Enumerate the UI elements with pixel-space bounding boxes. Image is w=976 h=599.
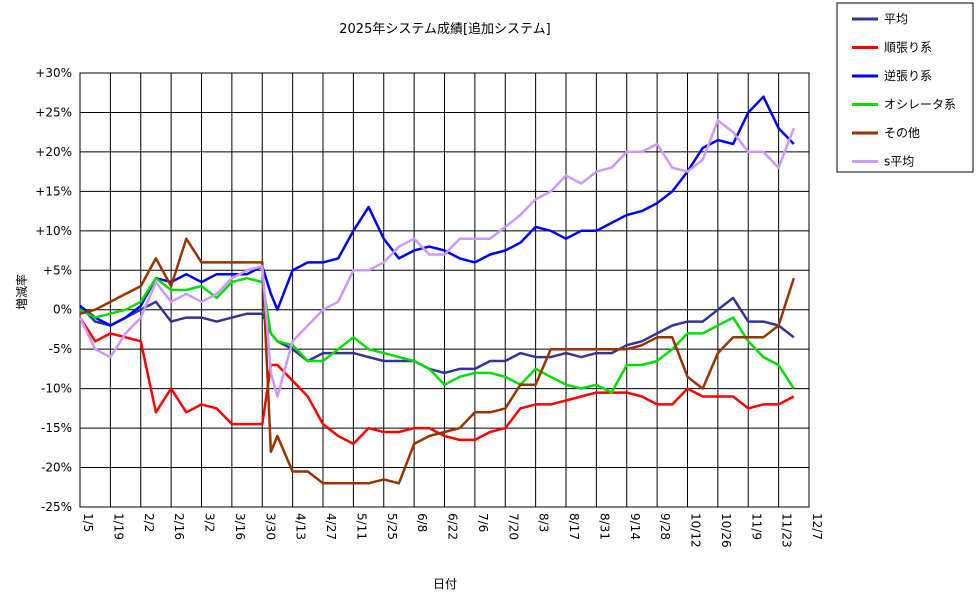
- x-tick-label: 3/30: [263, 513, 277, 540]
- x-tick-label: 9/28: [658, 513, 672, 540]
- x-tick-label: 2/2: [142, 513, 156, 532]
- series-line-3: [79, 95, 795, 327]
- vertical-gridlines: [79, 73, 810, 507]
- y-tick-label: +15%: [35, 184, 72, 198]
- legend-label: オシレータ系: [884, 98, 956, 112]
- x-tick-label: 10/12: [689, 513, 703, 548]
- x-tick-label: 7/6: [476, 513, 490, 532]
- x-tick-label: 2/16: [172, 513, 186, 540]
- series-line-5: [79, 237, 795, 485]
- y-tick-label: +30%: [35, 66, 72, 80]
- x-axis-tick-labels: 1/5 1/19 2/2 2/16 3/2 3/16 3/30 4/13 4/27 5/11 5/2…: [81, 513, 824, 548]
- x-tick-label: 3/2: [203, 513, 217, 532]
- y-tick-label: -20%: [41, 461, 72, 475]
- y-tick-label: -15%: [41, 421, 72, 435]
- x-tick-label: 4/27: [324, 513, 338, 540]
- x-tick-label: 11/23: [780, 513, 794, 548]
- x-tick-label: 4/13: [294, 513, 308, 540]
- x-tick-label: 8/3: [537, 513, 551, 532]
- chart-title: 2025年システム成績[追加システム]: [339, 21, 550, 37]
- series-line-4: [79, 276, 795, 394]
- series-line-2: [78, 316, 795, 446]
- x-tick-label: 10/26: [719, 513, 733, 548]
- x-tick-label: 1/5: [81, 513, 95, 532]
- legend-label: その他: [884, 126, 920, 140]
- y-tick-label: -10%: [41, 382, 72, 396]
- y-tick-label: 0%: [53, 303, 72, 317]
- y-tick-label: +10%: [35, 224, 72, 238]
- x-tick-label: 12/7: [810, 513, 824, 540]
- y-tick-label: +25%: [35, 105, 72, 119]
- x-tick-label: 8/17: [567, 513, 581, 540]
- y-tick-label: -5%: [49, 342, 72, 356]
- y-axis-tick-labels: -25% -20% -15% -10% -5% 0% +5% +10% +15% +20% +25%…: [35, 66, 72, 514]
- legend-frame: [836, 2, 974, 173]
- x-tick-label: 1/19: [111, 513, 125, 540]
- x-tick-label: 9/14: [628, 513, 642, 540]
- y-tick-label: -25%: [41, 500, 72, 514]
- horizontal-gridlines: [80, 72, 809, 508]
- legend-label: 逆張り系: [884, 68, 932, 83]
- x-tick-label: 3/16: [233, 513, 247, 540]
- series-line-6: [78, 119, 795, 398]
- y-tick-label: +5%: [43, 263, 72, 277]
- legend-label: s平均: [884, 155, 914, 169]
- y-axis-label: 増減率: [14, 274, 29, 310]
- x-tick-label: 7/20: [506, 513, 520, 540]
- x-tick-label: 8/31: [597, 513, 611, 540]
- x-tick-label: 5/25: [385, 513, 399, 540]
- x-tick-label: 6/8: [415, 513, 429, 532]
- plot-area: [78, 72, 810, 508]
- legend-label: 順張り系: [884, 41, 932, 55]
- y-tick-label: +20%: [35, 145, 72, 159]
- legend-label: 平均: [884, 12, 908, 26]
- x-tick-label: 6/22: [446, 513, 460, 540]
- x-tick-label: 5/11: [354, 513, 368, 540]
- series-lines: [78, 95, 795, 485]
- x-axis-label: 日付: [433, 577, 457, 591]
- x-tick-label: 11/9: [749, 513, 763, 540]
